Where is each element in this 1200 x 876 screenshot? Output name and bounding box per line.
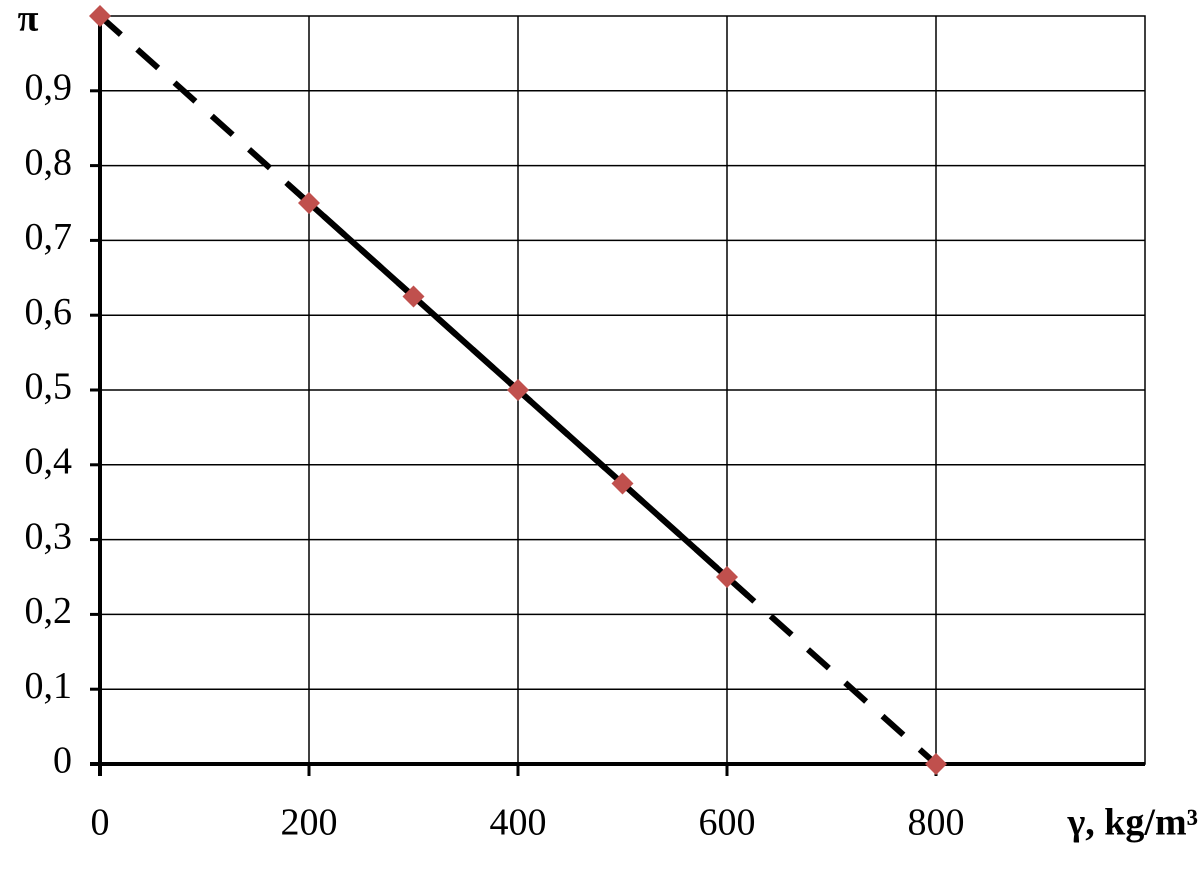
data-point xyxy=(507,379,529,401)
y-tick-label: 0,3 xyxy=(25,515,73,557)
data-point xyxy=(402,285,425,308)
data-point xyxy=(925,753,947,775)
data-point xyxy=(298,192,320,214)
y-tick-label: 0,4 xyxy=(25,441,73,483)
x-tick-label: 400 xyxy=(490,802,547,844)
data-point xyxy=(89,5,111,27)
x-tick-label: 800 xyxy=(908,802,965,844)
y-tick-label: 0,6 xyxy=(25,291,73,333)
x-axis-title: γ, kg/m³ xyxy=(1066,802,1198,844)
y-tick-label: 0,9 xyxy=(25,67,73,109)
y-tick-label: 0,7 xyxy=(25,216,73,258)
x-tick-label: 200 xyxy=(281,802,338,844)
data-point xyxy=(716,566,738,588)
y-tick-label: 0,8 xyxy=(25,141,73,183)
y-tick-label: 0,2 xyxy=(25,590,73,632)
x-tick-label: 600 xyxy=(699,802,756,844)
y-tick-label: 0,5 xyxy=(25,366,73,408)
data-point xyxy=(611,472,634,495)
x-tick-label: 0 xyxy=(91,802,110,844)
y-tick-label: 0 xyxy=(53,740,72,782)
y-tick-label: 0,1 xyxy=(25,665,73,707)
y-axis-title: π xyxy=(18,0,39,40)
